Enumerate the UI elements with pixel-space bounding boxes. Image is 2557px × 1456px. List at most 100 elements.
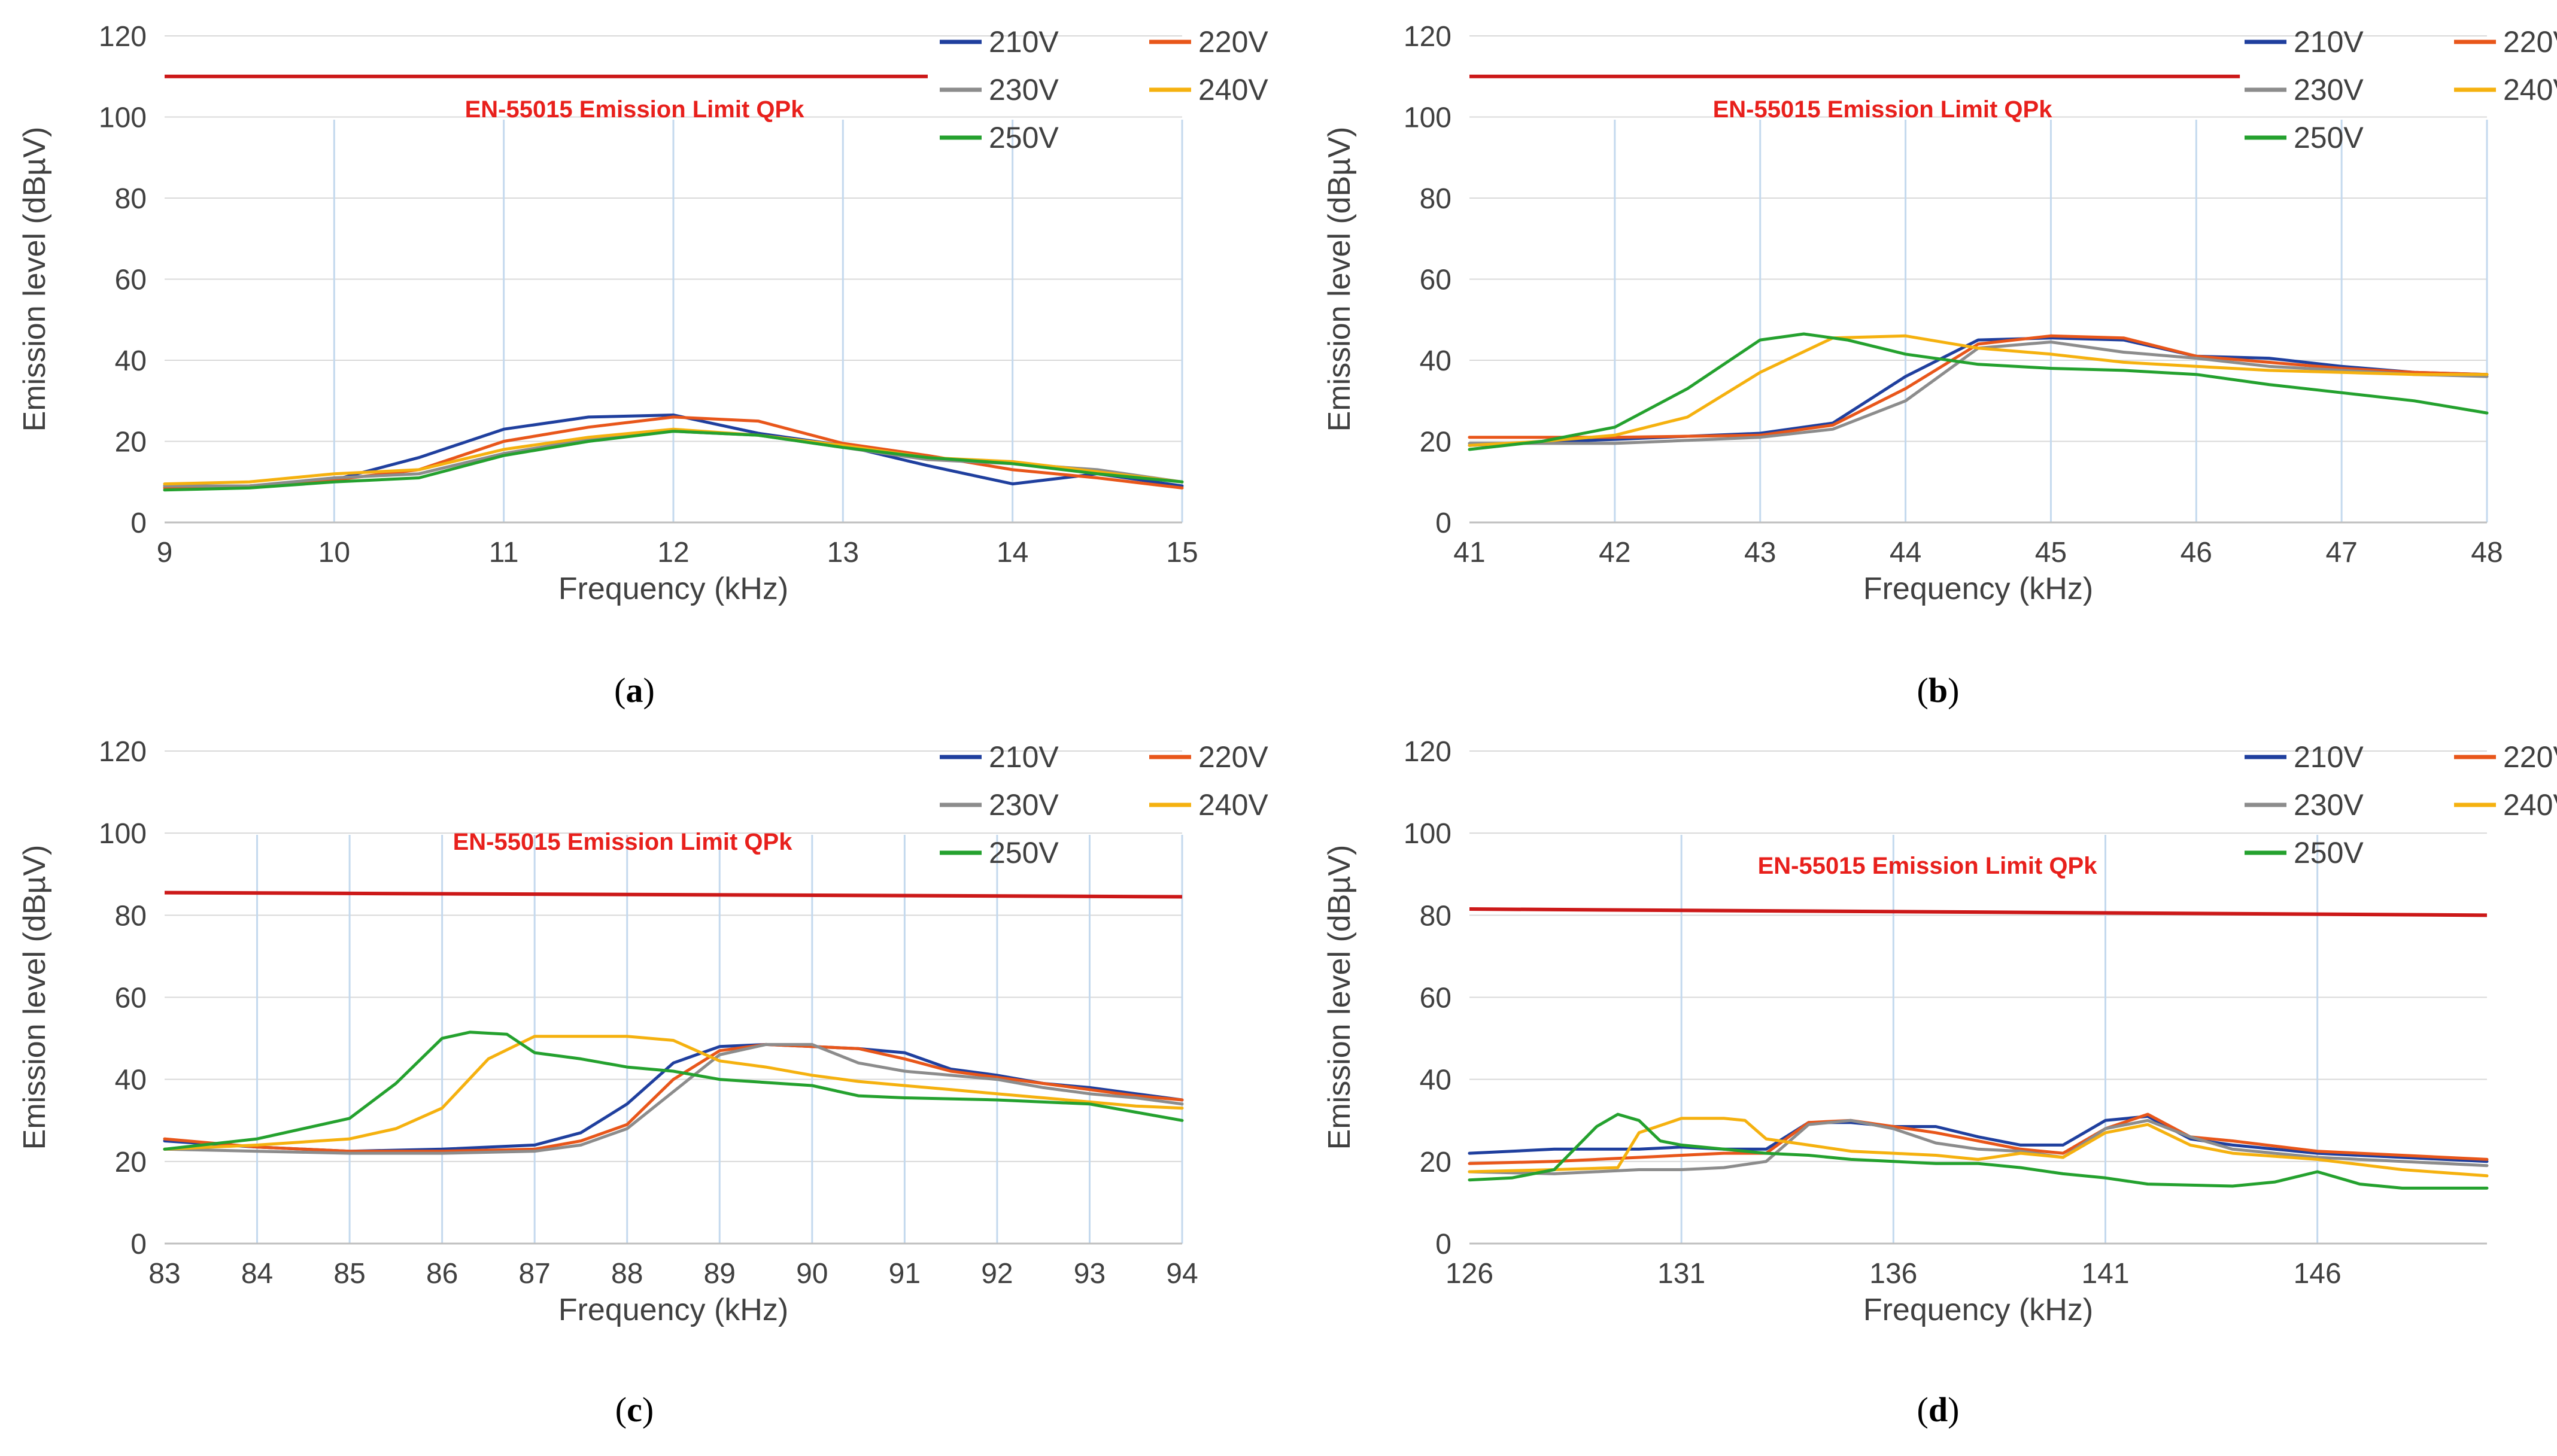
y-axis-title: Emission level (dBµV) — [17, 845, 52, 1150]
x-tick-label: 44 — [1890, 537, 1921, 569]
panel-label: (d) — [1917, 1390, 1960, 1429]
panel-b: 0 20 40 60 80 100 120 41 42 43 44 45 46 47 48 Frequency… — [1322, 21, 2557, 710]
x-tick-label: 11 — [489, 537, 519, 569]
series-line-250V — [163, 430, 1184, 492]
series-line-250V — [163, 1031, 1184, 1151]
panel-d: 0 20 40 60 80 100 120 126 131 136 141 146 Frequency … — [1322, 736, 2557, 1429]
x-tick-label: 88 — [611, 1258, 643, 1290]
x-tick-label: 45 — [2035, 537, 2067, 569]
legend-label-250V: 250V — [2294, 121, 2364, 154]
panel-label-open: ( — [614, 671, 625, 710]
legend-label-210V: 210V — [2294, 740, 2364, 774]
legend-label-250V: 250V — [2294, 836, 2364, 870]
y-tick-label: 20 — [115, 427, 147, 458]
panel-label-letter: c — [627, 1390, 642, 1429]
y-tick-label: 80 — [115, 183, 147, 215]
y-tick-label: 0 — [1435, 507, 1451, 539]
legend-label-230V: 230V — [2294, 788, 2364, 822]
series-line-240V — [163, 427, 1184, 486]
panel-label-close: ) — [643, 671, 655, 710]
x-tick-label: 47 — [2325, 537, 2357, 569]
panel-label-close: ) — [1948, 1390, 1959, 1429]
series-line-230V — [1468, 341, 2489, 445]
y-tick-label: 80 — [1420, 183, 1451, 215]
x-tick-label: 46 — [2181, 537, 2212, 569]
legend-label-220V: 220V — [1198, 25, 1268, 59]
y-tick-label: 60 — [115, 265, 147, 296]
y-tick-label: 0 — [1435, 1229, 1451, 1260]
series-line-220V — [1468, 1112, 2489, 1165]
panel-label-open: ( — [1917, 671, 1929, 710]
x-tick-label: 93 — [1074, 1258, 1106, 1290]
series-line-240V — [163, 1035, 1184, 1151]
y-axis-title: Emission level (dBµV) — [1322, 127, 1357, 432]
legend-label-250V: 250V — [989, 121, 1059, 154]
y-axis-title: Emission level (dBµV) — [17, 127, 52, 432]
panel-label-open: ( — [1917, 1390, 1929, 1429]
x-axis-title: Frequency (kHz) — [558, 1293, 788, 1327]
x-tick-label: 42 — [1599, 537, 1630, 569]
legend-label-240V: 240V — [2503, 788, 2557, 822]
x-tick-label: 90 — [796, 1258, 828, 1290]
y-tick-label: 40 — [1420, 1065, 1451, 1096]
y-tick-label: 0 — [130, 1229, 147, 1260]
panel-label-open: ( — [615, 1390, 627, 1429]
x-tick-label: 85 — [333, 1258, 365, 1290]
x-tick-label: 91 — [889, 1258, 921, 1290]
x-axis-title: Frequency (kHz) — [1863, 1293, 2093, 1327]
y-tick-label: 40 — [115, 1065, 147, 1096]
legend-label-220V: 220V — [1198, 740, 1268, 774]
panel-label-close: ) — [642, 1390, 654, 1429]
series-line-230V — [163, 1042, 1184, 1155]
y-tick-label: 60 — [115, 983, 147, 1014]
legend-label-210V: 210V — [989, 740, 1059, 774]
y-tick-label: 80 — [115, 900, 147, 932]
x-tick-label: 41 — [1453, 537, 1485, 569]
panel-c: 0 20 40 60 80 100 120 83 84 85 86 87 88 89 90 91 92 93 94 F… — [17, 736, 1268, 1429]
x-tick-label: 14 — [997, 537, 1028, 569]
x-tick-label: 146 — [2294, 1258, 2342, 1290]
legend-label-210V: 210V — [2294, 25, 2364, 59]
x-tick-label: 12 — [657, 537, 689, 569]
y-tick-label: 100 — [1404, 818, 1451, 850]
limit-label: EN-55015 Emission Limit QPk — [465, 96, 805, 123]
limit-label: EN-55015 Emission Limit QPk — [1758, 853, 2098, 879]
x-tick-label: 87 — [518, 1258, 550, 1290]
x-tick-label: 43 — [1744, 537, 1776, 569]
legend-label-240V: 240V — [1198, 788, 1268, 822]
x-tick-label: 94 — [1166, 1258, 1198, 1290]
y-axis-title: Emission level (dBµV) — [1322, 845, 1357, 1150]
x-tick-label: 136 — [1869, 1258, 1917, 1290]
x-axis-title: Frequency (kHz) — [558, 572, 788, 606]
legend-label-240V: 240V — [2503, 73, 2557, 107]
legend-label-210V: 210V — [989, 25, 1059, 59]
series-line-220V — [1468, 334, 2489, 439]
y-tick-label: 40 — [1420, 345, 1451, 377]
panel-a: 0 20 40 60 80 100 120 9 10 11 12 13 14 15 Frequency (k… — [17, 21, 1268, 710]
x-tick-label: 131 — [1657, 1258, 1705, 1290]
legend-label-230V: 230V — [989, 788, 1059, 822]
legend-label-220V: 220V — [2503, 25, 2557, 59]
legend-label-230V: 230V — [989, 73, 1059, 107]
panel-label: (a) — [614, 671, 655, 710]
panel-label: (c) — [615, 1390, 654, 1429]
x-tick-label: 86 — [426, 1258, 458, 1290]
series-line-240V — [1468, 1117, 2489, 1178]
y-tick-label: 80 — [1420, 900, 1451, 932]
x-tick-label: 13 — [827, 537, 859, 569]
x-tick-label: 15 — [1166, 537, 1198, 569]
limit-line — [164, 890, 1183, 899]
series-line-210V — [1468, 336, 2489, 447]
limit-label: EN-55015 Emission Limit QPk — [1713, 96, 2053, 123]
y-tick-label: 20 — [115, 1147, 147, 1178]
y-tick-label: 60 — [1420, 265, 1451, 296]
x-tick-label: 84 — [241, 1258, 273, 1290]
series-line-210V — [1468, 1114, 2489, 1163]
x-axis-title: Frequency (kHz) — [1863, 572, 2093, 606]
y-tick-label: 100 — [1404, 102, 1451, 134]
x-tick-label: 48 — [2471, 537, 2503, 569]
series-line-220V — [163, 415, 1184, 490]
legend-label-250V: 250V — [989, 836, 1059, 870]
y-tick-label: 120 — [99, 736, 147, 768]
